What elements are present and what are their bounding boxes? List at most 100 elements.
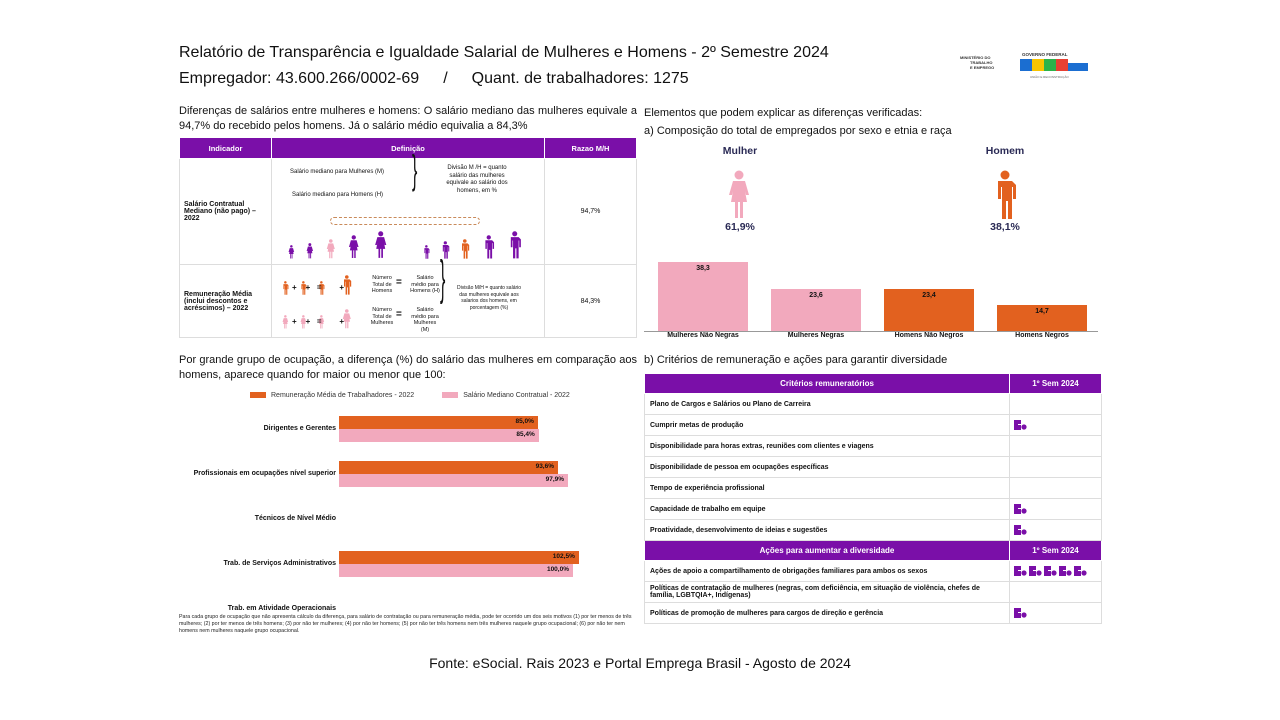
checkmark-icon: [1014, 566, 1027, 576]
man-percent: 38,1%: [990, 221, 1020, 233]
woman-icon: [326, 239, 335, 259]
row-label: Disponibilidade de pessoa em ocupações e…: [644, 456, 1010, 478]
brace: }: [412, 150, 418, 194]
woman-icon: [729, 170, 749, 218]
legend-item-remuneracao: Remuneração Média de Trabalhadores - 202…: [250, 392, 414, 399]
woman-icon: [306, 243, 314, 259]
employer-id: Empregador: 43.600.266/0002-69: [179, 70, 420, 87]
source-footer: Fonte: eSocial. Rais 2023 e Portal Empre…: [429, 655, 851, 671]
def-h: Salário mediano para Homens (H): [292, 192, 384, 198]
indicator-median: Salário Contratual Mediano (não pago) – …: [179, 158, 272, 265]
x-axis: [644, 331, 1098, 332]
row-label: Disponibilidade para horas extras, reuni…: [644, 435, 1010, 457]
num-h: Número Total de Homens: [371, 275, 393, 294]
col-indicador: Indicador: [179, 137, 272, 159]
woman-icon: [318, 315, 325, 329]
bar-value-label: 100,0%: [546, 566, 569, 573]
woman-icon: [375, 231, 387, 258]
man-icon: [343, 275, 352, 295]
man-icon: [998, 170, 1016, 219]
man-icon: [301, 281, 307, 295]
man-icon: [319, 281, 325, 295]
row-icons: [1009, 498, 1102, 520]
table-row: Tempo de experiência profissional: [644, 477, 1102, 499]
bar-value-label: 85,0%: [515, 418, 534, 425]
row-label: Proatividade, desenvolvimento de ideias …: [644, 519, 1010, 541]
woman-label: Mulher: [722, 145, 758, 157]
bar-value-label: 23,6: [809, 291, 823, 299]
checkmark-icon: [1059, 566, 1072, 576]
woman-icon: [288, 245, 295, 259]
row-icons: [1009, 581, 1102, 603]
svg-text:GOVERNO FEDERAL: GOVERNO FEDERAL: [1022, 52, 1068, 57]
definition-mean: + + = + + + = + Número Total de Homens = …: [271, 255, 545, 338]
workers-count: Quant. de trabalhadores: 1275: [471, 70, 689, 87]
num-m: Número Total de Mulheres: [370, 307, 394, 326]
svg-text:TRABALHO: TRABALHO: [970, 60, 992, 65]
man-label: Homem: [985, 145, 1025, 157]
category-label: Dirigentes e Gerentes: [263, 425, 336, 432]
def-div: Divisão M /H = quanto salário das mulher…: [446, 165, 508, 194]
category-label: Técnicos de Nível Médio: [254, 515, 336, 522]
bar-salario: 97,9%: [339, 474, 569, 487]
bar-salario: 100,0%: [339, 564, 573, 577]
people-illustration: [288, 209, 538, 259]
svg-text:UNIÃO E RECONSTRUÇÃO: UNIÃO E RECONSTRUÇÃO: [1030, 74, 1069, 79]
svg-text:E EMPREGO: E EMPREGO: [970, 65, 994, 70]
checkmark-icon: [1014, 504, 1027, 514]
bar-value-label: 97,9%: [545, 476, 565, 483]
man-icon: [283, 281, 289, 295]
employer-line: Empregador: 43.600.266/0002-69 / Quant. de…: [179, 70, 689, 88]
woman-icon: [300, 315, 307, 329]
bar-value-label: 102,5%: [552, 553, 575, 560]
occupation-lead: Por grande grupo de ocupação, a diferenç…: [179, 354, 637, 381]
salary-difference-lead: Diferenças de salários entre mulheres e …: [179, 105, 637, 132]
indicator-table: Indicador Definição Razao M/H Salário Cont…: [179, 137, 637, 338]
row-label: Capacidade de trabalho em equipe: [644, 498, 1010, 520]
section-a-title: a) Composição do total de empregados por…: [644, 125, 952, 137]
row-label: Plano de Cargos e Salários ou Plano de C…: [644, 393, 1010, 415]
table-row: Capacidade de trabalho em equipe: [644, 498, 1102, 520]
composition-bar: 23,6: [771, 288, 861, 331]
woman-icon: [282, 315, 289, 329]
footnote: Para cada grupo de ocupação que não apre…: [179, 614, 632, 634]
bar-value-label: 85,4%: [516, 431, 535, 438]
bar-remuneracao: 93,6%: [339, 461, 559, 474]
table-row: Disponibilidade para horas extras, reuni…: [644, 435, 1102, 457]
woman-icon: [342, 309, 351, 329]
man-icon: [461, 239, 470, 259]
category-label: Homens Negros: [1015, 332, 1069, 339]
bar-remuneracao: 102,5%: [339, 551, 579, 564]
checkmark-icon: [1014, 420, 1027, 430]
criteria-header: Critérios remuneratórios: [644, 373, 1010, 394]
row-icons: [1009, 414, 1102, 436]
table-row: Políticas de contratação de mulheres (ne…: [644, 581, 1102, 603]
row-icons: [1009, 560, 1102, 582]
actions-header: Ações para aumentar a diversidade: [644, 540, 1010, 561]
definition-median: Salário mediano para Mulheres (M) Salári…: [271, 151, 545, 265]
indicator-mean: Remuneração Média (inclui descontos e ac…: [179, 264, 272, 338]
table-row: Políticas de promoção de mulheres para c…: [644, 602, 1102, 624]
row-icons: [1009, 519, 1102, 541]
sal-h: Salário médio para Homens (H): [410, 275, 440, 294]
checkmark-icon: [1014, 608, 1027, 618]
report-title: Relatório de Transparência e Igualdade S…: [179, 44, 829, 61]
separator: /: [443, 70, 448, 87]
woman-icon: [348, 235, 359, 259]
row-icons: [1009, 393, 1102, 415]
checkmark-icon: [1044, 566, 1057, 576]
category-label: Trab. em Atividade Operacionais: [227, 605, 336, 612]
def-div-mean: Divisão M/H = quanto salário das mulhere…: [456, 285, 522, 311]
actions-period-header: 1º Sem 2024: [1009, 540, 1102, 561]
col-razao: Razao M/H: [544, 137, 637, 159]
explain-lead: Elementos que podem explicar as diferenç…: [644, 107, 923, 119]
category-label: Homens Não Negros: [894, 332, 964, 339]
criteria-period-header: 1º Sem 2024: [1009, 373, 1102, 394]
row-icons: [1009, 435, 1102, 457]
row-label: Políticas de promoção de mulheres para c…: [644, 602, 1010, 624]
man-icon: [485, 235, 495, 259]
row-label: Políticas de contratação de mulheres (ne…: [644, 581, 1010, 603]
composition-bar: 38,3: [658, 262, 748, 331]
category-label: Mulheres Não Negras: [667, 332, 739, 339]
